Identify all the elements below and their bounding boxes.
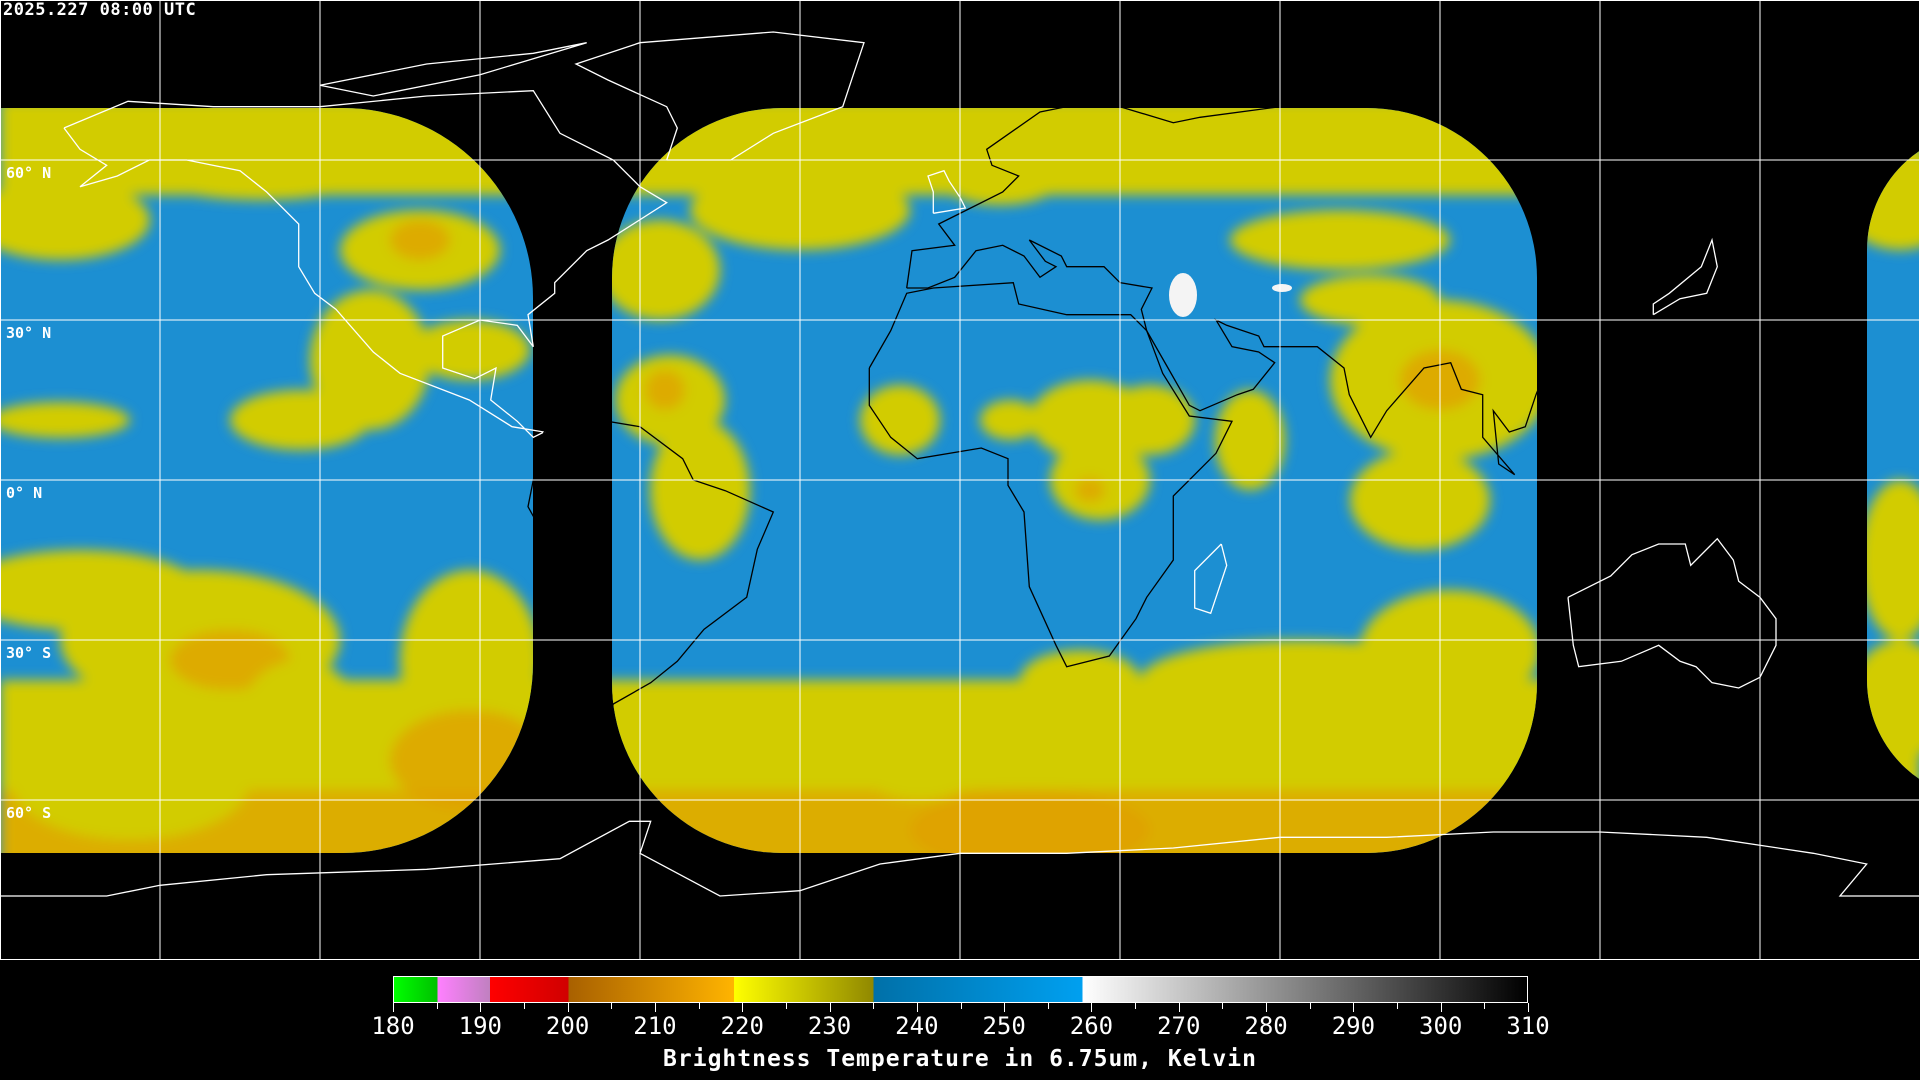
colorbar-tick: [742, 1003, 744, 1012]
colorbar-tick: [1135, 1003, 1137, 1009]
coast-japan: [1652, 237, 1718, 316]
coast-great-britain: [927, 169, 967, 214]
lat-label-30s: 30° S: [6, 644, 52, 662]
colorbar-tick: [1397, 1003, 1399, 1009]
moist-regions: [612, 108, 1537, 853]
cloud-blob: [410, 320, 530, 380]
colorbar-tick: [698, 1003, 700, 1009]
colorbar-tick-label: 250: [982, 1012, 1026, 1040]
cloud-blob: [390, 710, 533, 810]
colorbar-tick-label: 210: [633, 1012, 677, 1040]
colorbar-tick: [829, 1003, 831, 1012]
colorbar-tick: [1266, 1003, 1268, 1012]
lat-label-0n: 0° N: [6, 484, 43, 502]
colorbar-tick-label: 280: [1244, 1012, 1288, 1040]
colorbar-tick: [654, 1003, 656, 1012]
cloud-blob: [1105, 385, 1195, 455]
colorbar-tick: [1484, 1003, 1486, 1009]
cloud-blob: [10, 720, 250, 840]
colorbar-tick: [436, 1003, 438, 1009]
colorbar-tick-label: 260: [1069, 1012, 1114, 1040]
cloud-blob: [645, 370, 685, 410]
colorbar-tick: [1309, 1003, 1311, 1009]
cloud-blob: [1075, 478, 1105, 502]
coast-australia: [1567, 537, 1777, 689]
cloud-blob: [980, 400, 1040, 440]
colorbar-label: Brightness Temperature in 6.75um, Kelvin: [663, 1046, 1257, 1072]
cloud-blob: [230, 390, 370, 450]
cloud-blob: [1020, 650, 1140, 710]
cloud-blob: [1360, 590, 1537, 710]
colorbar-tick-label: 190: [458, 1012, 502, 1040]
colorbar-tick: [1047, 1003, 1049, 1009]
colorbar-tick: [523, 1003, 525, 1009]
colorbar-tick: [480, 1003, 482, 1012]
colorbar-tick: [916, 1003, 918, 1012]
colorbar-tick-label: 270: [1157, 1012, 1201, 1040]
colorbar-tick-label: 310: [1506, 1012, 1550, 1040]
colorbar-tick: [1222, 1003, 1224, 1009]
cloud-blob: [140, 140, 380, 200]
cloud-blob: [0, 180, 150, 260]
lat-lon-grid: [0, 0, 1920, 960]
cloud-blob: [940, 155, 1060, 205]
coast-south-america: [527, 415, 775, 775]
coast-madagascar: [1194, 543, 1228, 615]
cloud-blob: [1867, 640, 1920, 760]
colorbar-tick: [1178, 1003, 1180, 1012]
coast-greenland: [574, 31, 865, 161]
lat-label-30n: 30° N: [6, 324, 52, 342]
colorbar-tick: [1440, 1003, 1442, 1012]
cloud-blob: [910, 790, 1150, 853]
colorbar-tick-label: 300: [1419, 1012, 1463, 1040]
colorbar-tick: [393, 1003, 394, 1012]
cloud-blob: [650, 420, 750, 560]
water-vapor-map: [0, 0, 1920, 960]
colorbar-tick-label: 240: [895, 1012, 939, 1040]
cloud-blob: [0, 402, 130, 438]
colorbar-tick: [960, 1003, 962, 1009]
cloud-blob: [1867, 480, 1920, 640]
cloud-blob: [1300, 275, 1440, 325]
cloud-blob: [1867, 150, 1920, 250]
colorbar-tick-label: 200: [545, 1012, 590, 1040]
colorbar-tick: [1528, 1003, 1529, 1012]
colorbar-tick-label: 180: [371, 1012, 415, 1040]
cold-cloud-spot: [1272, 284, 1292, 292]
colorbar-tick-label: 230: [807, 1012, 852, 1040]
colorbar-tick-label: 220: [720, 1012, 764, 1040]
cloud-blob: [840, 680, 1000, 800]
cloud-blob: [1350, 450, 1490, 550]
cloud-blob: [400, 570, 533, 750]
colorbar-tick: [567, 1003, 569, 1012]
colorbar-tick: [611, 1003, 613, 1009]
coast-eurasia: [906, 68, 1920, 289]
timestamp-title: 2025.227 08:00 UTC: [3, 0, 197, 20]
cold-cloud-spot: [1169, 273, 1197, 317]
cloud-blob: [1215, 390, 1285, 490]
cloud-blob: [1230, 210, 1450, 270]
colorbar: [393, 976, 1528, 1003]
lat-label-60n: 60° N: [6, 164, 52, 182]
lat-label-60s: 60° S: [6, 804, 52, 822]
coast-africa: [868, 282, 1233, 668]
colorbar-tick: [785, 1003, 787, 1009]
colorbar-tick: [873, 1003, 875, 1009]
cloud-blob: [240, 660, 360, 780]
cloud-blob: [390, 220, 450, 260]
cloud-blob: [860, 385, 940, 455]
cloud-blob: [612, 220, 720, 320]
coast-antarctica: [0, 820, 1920, 897]
cloud-blob: [310, 290, 430, 430]
coast-arctic-islands: [319, 42, 587, 97]
coastlines: [0, 31, 1920, 897]
colorbar-tick-label: 290: [1331, 1012, 1376, 1040]
colorbar-tick: [1353, 1003, 1355, 1012]
coast-asia-south: [906, 132, 1920, 476]
colorbar-tick: [1091, 1003, 1093, 1012]
colorbar-tick: [1004, 1003, 1006, 1012]
cloud-blob: [170, 630, 290, 690]
